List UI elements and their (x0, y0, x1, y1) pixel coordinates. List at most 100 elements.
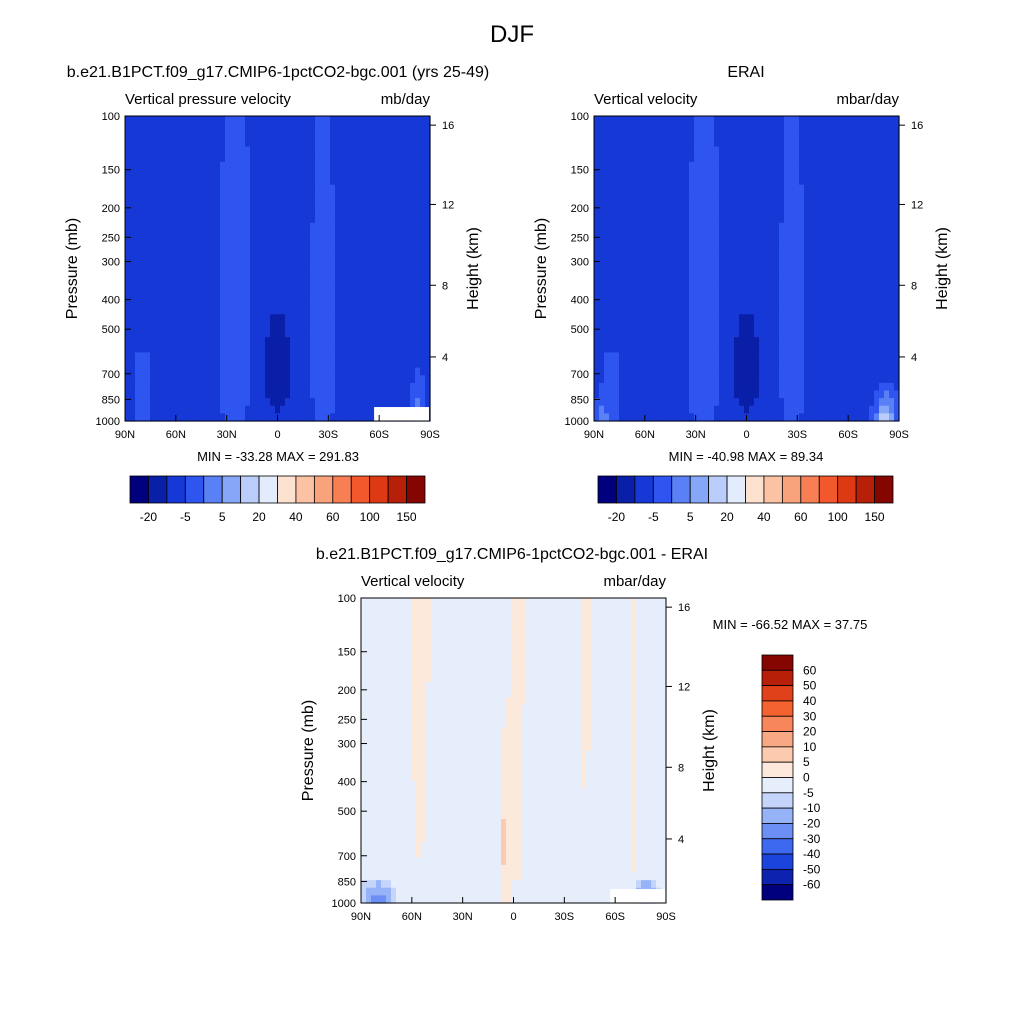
contour-cell (135, 390, 141, 399)
contour-cell (145, 253, 151, 262)
contour-cell (614, 291, 620, 300)
contour-cell (619, 360, 625, 369)
contour-cell (674, 382, 680, 392)
contour-cell (230, 314, 236, 323)
contour-cell (744, 230, 750, 239)
contour-cell (604, 238, 610, 247)
contour-cell (345, 321, 351, 331)
contour-cell (385, 375, 391, 384)
contour-cell (270, 245, 276, 254)
contour-cell (320, 299, 326, 308)
contour-cell (165, 260, 171, 270)
y-tick-label: 500 (571, 324, 589, 336)
contour-cell (255, 382, 261, 392)
contour-cell (180, 245, 186, 254)
contour-cell (784, 131, 790, 140)
contour-cell (869, 184, 875, 193)
contour-cell (704, 268, 710, 277)
contour-cell (195, 360, 201, 369)
contour-cell (190, 222, 196, 231)
contour-cell (884, 375, 890, 384)
contour-cell (714, 276, 720, 285)
contour-cell (714, 238, 720, 247)
contour-cell (310, 192, 316, 201)
contour-cell (275, 367, 281, 376)
contour-cell (185, 337, 191, 346)
contour-cell (634, 283, 640, 292)
contour-cell (684, 276, 690, 285)
contour-cell (799, 123, 805, 132)
contour-cell (894, 268, 900, 277)
contour-cell (894, 177, 900, 186)
contour-cell (235, 405, 241, 414)
contour-cell (185, 268, 191, 277)
contour-cell (280, 146, 286, 155)
contour-cell (400, 352, 406, 361)
colorbar-box (350, 475, 371, 504)
contour-cell (649, 382, 655, 392)
contour-cell (794, 215, 800, 224)
contour-cell (804, 245, 810, 254)
contour-cell (295, 337, 301, 346)
contour-cell (844, 375, 850, 384)
contour-cell (400, 177, 406, 186)
contour-cell (804, 344, 810, 353)
contour-cell (764, 116, 770, 125)
contour-cell (859, 268, 865, 277)
contour-cell (420, 344, 426, 353)
contour-cell (684, 123, 690, 132)
contour-cell (320, 222, 326, 231)
contour-cell (290, 230, 296, 239)
contour-cell (205, 154, 211, 163)
contour-cell (280, 154, 286, 163)
contour-cell (604, 207, 610, 216)
contour-cell (669, 367, 675, 376)
contour-cell (609, 413, 615, 422)
contour-cell (614, 161, 620, 170)
contour-cell (340, 169, 346, 178)
contour-cell (824, 230, 830, 239)
contour-cell (699, 184, 705, 193)
contour-cell (345, 199, 351, 209)
contour-cell (849, 306, 855, 315)
contour-cell (155, 161, 161, 170)
contour-cell (205, 245, 211, 254)
contour-cell (679, 245, 685, 254)
contour-cell (355, 413, 361, 422)
colorbar-box (184, 475, 205, 504)
contour-cell (245, 321, 251, 331)
contour-cell (599, 138, 605, 148)
contour-cell (749, 161, 755, 170)
contour-cell (270, 314, 276, 323)
contour-cell (345, 215, 351, 224)
contour-cell (794, 222, 800, 231)
contour-cell (410, 199, 416, 209)
contour-cell (250, 138, 256, 148)
contour-cell (280, 222, 286, 231)
contour-cell (285, 184, 291, 193)
contour-cell (659, 161, 665, 170)
contour-cell (779, 215, 785, 224)
contour-cell (619, 306, 625, 315)
contour-cell (245, 276, 251, 285)
contour-cell (729, 276, 735, 285)
contour-cell (739, 268, 745, 277)
contour-cell (325, 131, 331, 140)
contour-cell (874, 268, 880, 277)
contour-cell (639, 375, 645, 384)
contour-cell (125, 161, 131, 170)
contour-cell (170, 398, 176, 407)
contour-cell (215, 215, 221, 224)
contour-cell (879, 337, 885, 346)
contour-cell (669, 177, 675, 186)
contour-cell (295, 238, 301, 247)
contour-cell (240, 207, 246, 216)
contour-cell (769, 177, 775, 186)
contour-cell (290, 238, 296, 247)
contour-cell (654, 169, 660, 178)
contour-cell (230, 116, 236, 125)
contour-cell (774, 161, 780, 170)
contour-cell (719, 192, 725, 201)
contour-cell (175, 306, 181, 315)
contour-cell (280, 360, 286, 369)
